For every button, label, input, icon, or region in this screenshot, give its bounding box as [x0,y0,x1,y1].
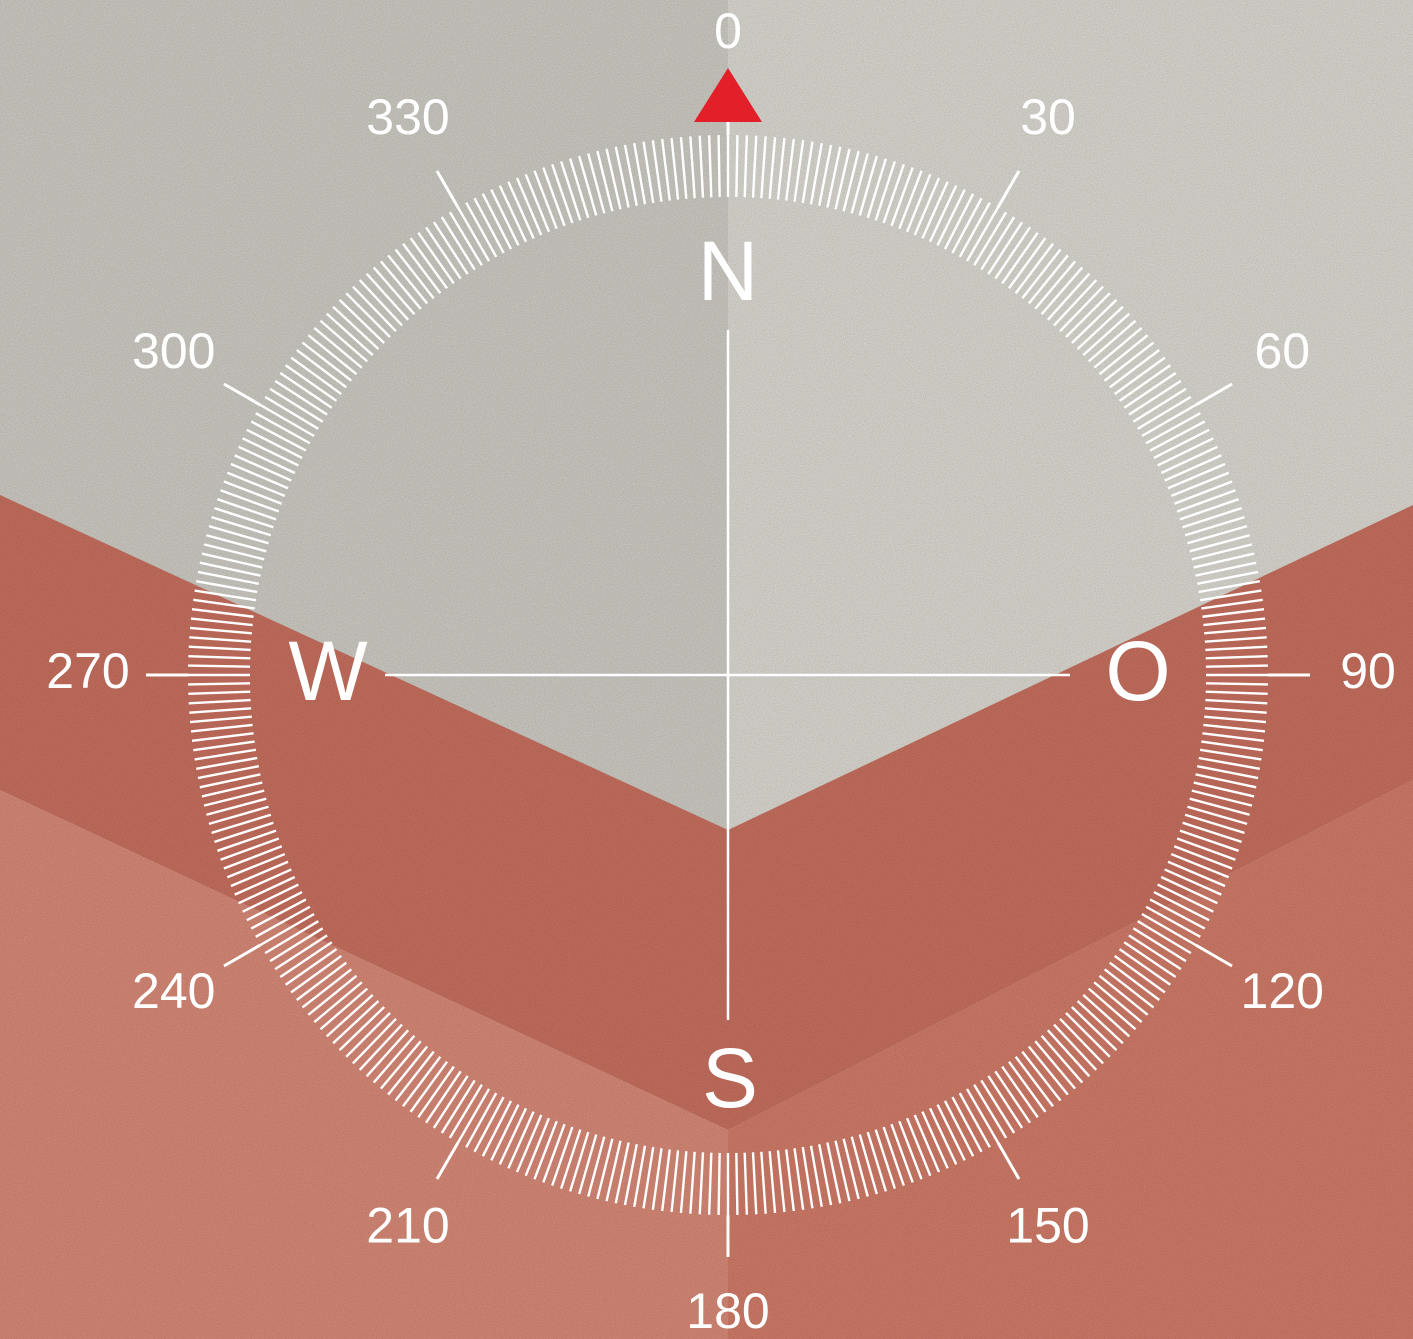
degree-label: 180 [686,1283,769,1339]
degree-label: 300 [132,323,215,379]
tick [719,1153,720,1215]
degree-label: 270 [46,643,129,699]
degree-label: 0 [714,3,742,59]
degree-label: 240 [132,963,215,1019]
page: N O S W 0306090120150180210240270300330 … [0,0,1413,1339]
tick [736,135,737,197]
cardinal-north: N [698,224,759,318]
tick [1206,666,1268,667]
tick [188,666,250,667]
tick [1206,683,1268,684]
cardinal-west: W [288,624,367,718]
degree-label: 150 [1006,1197,1089,1253]
compass-screen: N O S W 0 30 60 90 120 150 180 210 240 270 300 330 [0,0,1413,1339]
cardinal-south: S [702,1031,758,1125]
tick [188,683,250,684]
tick [719,135,720,197]
degree-label: 60 [1254,323,1310,379]
degree-label: 330 [366,89,449,145]
degree-label: 90 [1340,643,1396,699]
degree-label: 210 [366,1197,449,1253]
tick [736,1153,737,1215]
background [0,0,1413,1339]
degree-label: 120 [1241,963,1324,1019]
degree-label: 30 [1020,89,1076,145]
cardinal-east: O [1105,624,1170,718]
